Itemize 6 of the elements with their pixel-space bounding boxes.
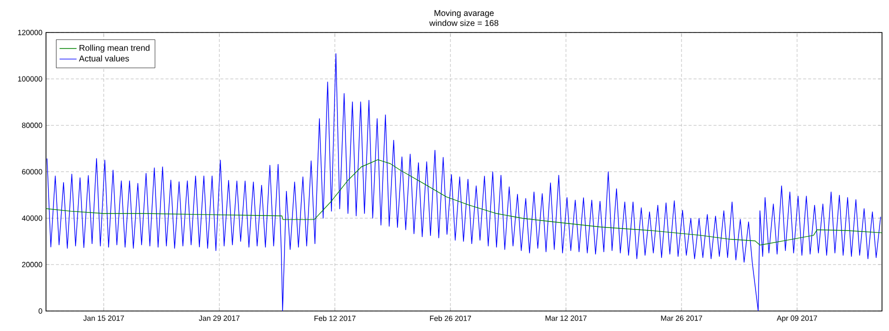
line-series bbox=[46, 53, 881, 311]
legend-label: Actual values bbox=[78, 55, 129, 62]
chart-title: Moving avarage bbox=[434, 10, 494, 18]
legend-label: Rolling mean trend bbox=[80, 44, 150, 53]
line-series bbox=[46, 159, 882, 246]
chart-subtitle: window size = 168 bbox=[429, 20, 498, 26]
